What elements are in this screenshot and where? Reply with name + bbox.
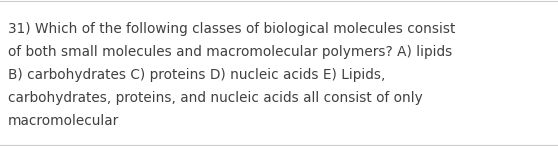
Text: of both small molecules and macromolecular polymers? A) lipids: of both small molecules and macromolecul… [8, 45, 452, 59]
Text: B) carbohydrates C) proteins D) nucleic acids E) Lipids,: B) carbohydrates C) proteins D) nucleic … [8, 68, 386, 82]
Text: 31) Which of the following classes of biological molecules consist: 31) Which of the following classes of bi… [8, 22, 455, 36]
Text: macromolecular: macromolecular [8, 114, 119, 128]
Text: carbohydrates, proteins, and nucleic acids all consist of only: carbohydrates, proteins, and nucleic aci… [8, 91, 423, 105]
